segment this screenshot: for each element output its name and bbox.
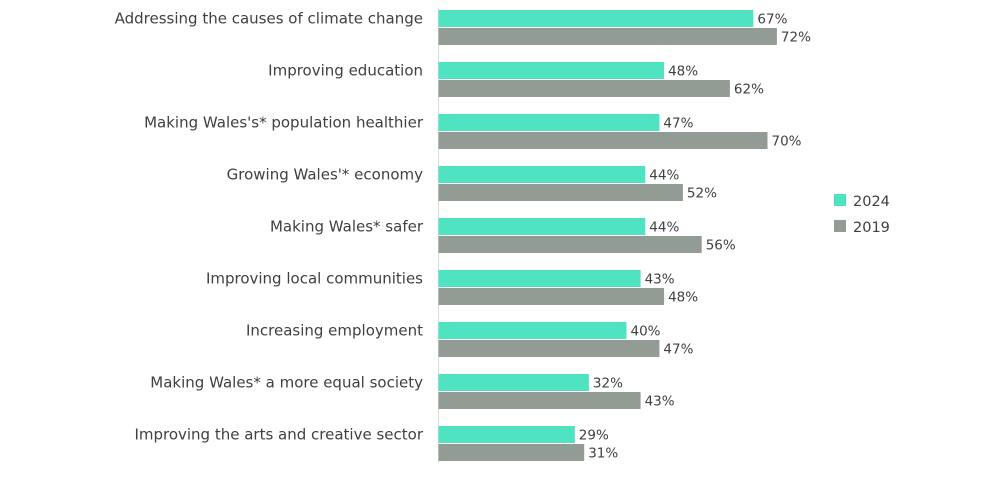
bar-2024-increasing-employment [438,322,627,339]
bar-2019-increasing-employment [438,340,660,357]
data-label-2019-making-wales-a-more-equal-society: 43% [645,394,675,410]
data-label-2019-making-wales-s-population-healthier: 70% [772,134,802,150]
bar-2019-improving-the-arts-and-creative-sector [438,444,585,461]
category-label-addressing-the-causes-of-climate-change: Addressing the causes of climate change [115,10,423,28]
bar-2019-improving-local-communities [438,288,665,305]
data-label-2024-improving-the-arts-and-creative-sector: 29% [579,428,609,444]
data-label-2024-addressing-the-causes-of-climate-change: 67% [757,12,787,28]
data-label-2019-improving-the-arts-and-creative-sector: 31% [588,446,618,462]
category-label-improving-education: Improving education [268,62,423,80]
category-label-making-wales-safer: Making Wales* safer [270,218,424,236]
data-label-2024-improving-local-communities: 43% [645,272,675,288]
legend-swatch-2019 [834,220,846,232]
bar-2024-making-wales-s-population-healthier [438,114,660,131]
category-label-increasing-employment: Increasing employment [246,322,423,340]
category-label-growing-wales-economy: Growing Wales'* economy [227,166,423,184]
legend-label-2019: 2019 [853,220,890,236]
category-label-improving-the-arts-and-creative-sector: Improving the arts and creative sector [134,426,423,444]
category-label-making-wales-s-population-healthier: Making Wales's* population healthier [144,114,424,132]
data-label-2019-addressing-the-causes-of-climate-change: 72% [781,30,811,46]
bar-2019-growing-wales-economy [438,184,683,201]
bar-2024-making-wales-a-more-equal-society [438,374,589,391]
bar-2024-improving-local-communities [438,270,641,287]
data-label-2019-improving-local-communities: 48% [668,290,698,306]
data-label-2024-making-wales-a-more-equal-society: 32% [593,376,623,392]
bar-2019-making-wales-a-more-equal-society [438,392,641,409]
bar-2024-growing-wales-economy [438,166,646,183]
bar-2019-making-wales-s-population-healthier [438,132,768,149]
data-label-2024-increasing-employment: 40% [631,324,661,340]
data-label-2019-improving-education: 62% [734,82,764,98]
data-label-2019-making-wales-safer: 56% [706,238,736,254]
data-label-2024-growing-wales-economy: 44% [649,168,679,184]
category-label-improving-local-communities: Improving local communities [206,270,423,288]
bar-2019-making-wales-safer [438,236,702,253]
bar-2024-addressing-the-causes-of-climate-change [438,10,754,27]
data-label-2019-increasing-employment: 47% [663,342,693,358]
bar-2019-improving-education [438,80,730,97]
data-label-2024-making-wales-safer: 44% [649,220,679,236]
data-label-2024-improving-education: 48% [668,64,698,80]
bar-2024-improving-education [438,62,665,79]
data-label-2019-growing-wales-economy: 52% [687,186,717,202]
category-label-making-wales-a-more-equal-society: Making Wales* a more equal society [150,374,423,392]
bar-2024-making-wales-safer [438,218,646,235]
data-label-2024-making-wales-s-population-healthier: 47% [663,116,693,132]
bar-2024-improving-the-arts-and-creative-sector [438,426,575,443]
legend-label-2024: 2024 [853,194,890,210]
bar-2019-addressing-the-causes-of-climate-change [438,28,777,45]
legend-swatch-2024 [834,194,846,206]
